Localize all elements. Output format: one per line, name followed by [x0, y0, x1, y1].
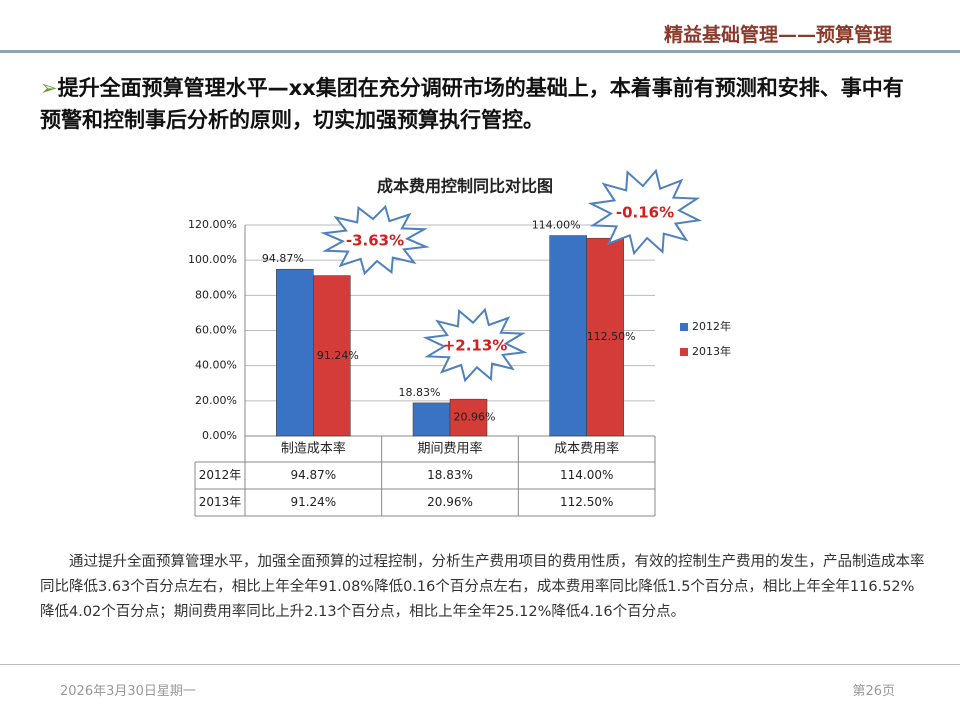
x-tick-label: 期间费用率: [417, 441, 482, 457]
y-tick-label: 100.00%: [188, 253, 237, 266]
footer-rule: [0, 664, 960, 665]
bar: [276, 268, 314, 437]
annotation: +2.13%: [443, 337, 508, 355]
data-label: 91.24%: [317, 349, 359, 362]
header-rule: [0, 50, 960, 53]
footer-date: 2026年3月30日星期一: [60, 684, 196, 699]
table-cell: 20.96%: [427, 495, 473, 509]
data-label: 20.96%: [454, 411, 496, 424]
bar: [449, 398, 488, 437]
chart-title: 成本费用控制同比对比图: [377, 177, 553, 196]
y-tick-label: 0.00%: [202, 429, 237, 442]
y-tick-label: 60.00%: [195, 324, 237, 337]
table-cell: 114.00%: [560, 468, 613, 482]
x-tick-label: 制造成本率: [281, 441, 346, 457]
table-cell: 91.24%: [290, 495, 336, 509]
body-paragraph: 通过提升全面预算管理水平，加强全面预算的过程控制，分析生产费用项目的费用性质，有…: [40, 554, 925, 620]
x-tick-label: 成本费用率: [554, 441, 619, 457]
headline-lead: 提升全面预算管理水平: [57, 76, 268, 100]
starburst: [587, 168, 703, 256]
legend-label: 2013年: [692, 344, 731, 358]
bullet-arrow: ➢: [40, 76, 58, 100]
bar: [313, 275, 351, 437]
y-tick-label: 80.00%: [195, 288, 237, 301]
data-label: 94.87%: [262, 252, 304, 265]
y-tick-label: 20.00%: [195, 394, 237, 407]
headline: ➢提升全面预算管理水平—xx集团在充分调研市场的基础上，本着事前有预测和安排、事…: [40, 72, 920, 136]
legend-label: 2012年: [692, 319, 731, 333]
table-cell: 18.83%: [427, 468, 473, 482]
y-tick-label: 40.00%: [195, 359, 237, 372]
legend-swatch: [680, 323, 688, 331]
table-row-header: 2012年: [199, 468, 242, 482]
bar: [586, 237, 624, 437]
table-row-header: 2013年: [199, 495, 242, 509]
bar: [412, 402, 451, 437]
bar: [549, 235, 587, 437]
data-label: 114.00%: [532, 219, 581, 232]
annotation: -0.16%: [616, 204, 674, 222]
slide-header: 精益基础管理——预算管理: [663, 24, 892, 46]
legend-swatch: [680, 348, 688, 356]
data-label: 112.50%: [587, 330, 636, 343]
starburst: [320, 204, 430, 276]
starburst: [422, 307, 528, 383]
chart: 成本费用控制同比对比图 0.00% 20.00% 40.00% 60.00% 80.00…: [188, 168, 731, 517]
headline-text: —xx集团在充分调研市场的基础上，本着事前有预测和安排、事中有预警和控制事后分析…: [40, 76, 904, 132]
table-cell: 94.87%: [290, 468, 336, 482]
table-cell: 112.50%: [560, 495, 613, 509]
page-number: 第26页: [852, 684, 895, 699]
annotation: -3.63%: [346, 232, 404, 250]
y-tick-label: 120.00%: [188, 218, 237, 231]
data-label: 18.83%: [399, 386, 441, 399]
